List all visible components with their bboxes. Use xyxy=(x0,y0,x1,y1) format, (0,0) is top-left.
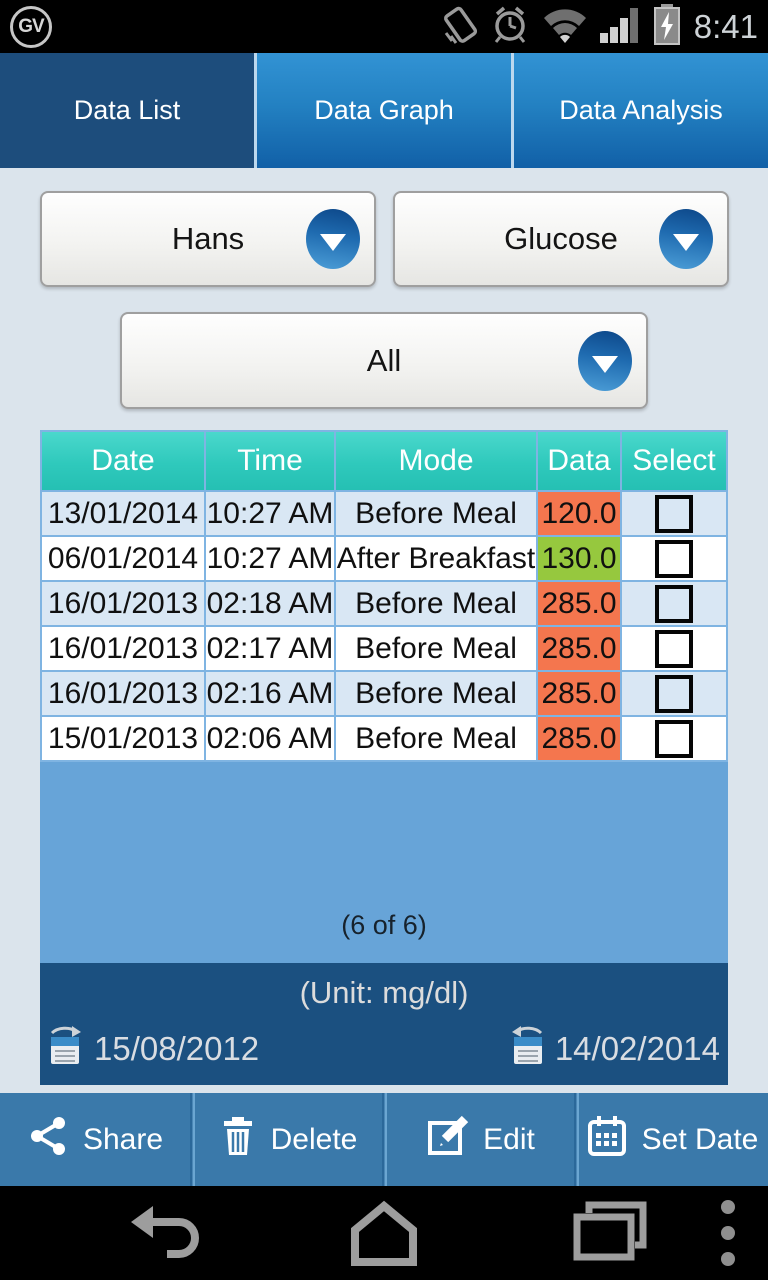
chevron-down-icon[interactable] xyxy=(578,330,632,391)
status-bar: GV xyxy=(0,0,768,53)
cell-value: 285.0 xyxy=(538,582,620,625)
delete-button[interactable]: Delete xyxy=(190,1093,384,1186)
tab-bar: Data List Data Graph Data Analysis xyxy=(0,53,768,168)
cell-value: 285.0 xyxy=(538,627,620,670)
calendar-arrow-right-icon xyxy=(48,1023,84,1075)
cell-value: 285.0 xyxy=(538,672,620,715)
set-date-button-label: Set Date xyxy=(641,1122,759,1156)
tab-data-list[interactable]: Data List xyxy=(0,53,254,168)
cell-value: 130.0 xyxy=(538,537,620,580)
cell-date: 15/01/2013 xyxy=(42,717,204,760)
cell-mode: Before Meal xyxy=(336,672,536,715)
start-date-value: 15/08/2012 xyxy=(94,1030,260,1067)
row-checkbox[interactable] xyxy=(655,674,693,713)
data-table: Date Time Mode Data Select 13/01/2014 10… xyxy=(40,430,728,762)
share-icon xyxy=(29,1115,69,1165)
cell-select xyxy=(622,717,726,760)
calendar-icon xyxy=(586,1114,628,1166)
cell-select xyxy=(622,672,726,715)
edit-icon xyxy=(425,1114,469,1166)
cell-value: 285.0 xyxy=(538,717,620,760)
period-dropdown-value: All xyxy=(366,342,402,378)
list-empty-area: (6 of 6) xyxy=(40,762,728,963)
pagination-label: (6 of 6) xyxy=(341,910,427,940)
cell-mode: After Breakfast xyxy=(336,537,536,580)
cell-select xyxy=(622,537,726,580)
cell-value: 120.0 xyxy=(538,492,620,535)
share-button[interactable]: Share xyxy=(0,1093,192,1186)
measurement-dropdown-value: Glucose xyxy=(504,221,618,256)
signal-icon xyxy=(598,3,644,50)
tab-data-analysis[interactable]: Data Analysis xyxy=(511,53,768,168)
calendar-arrow-left-icon xyxy=(509,1023,545,1075)
user-dropdown-value: Hans xyxy=(171,221,245,256)
row-checkbox[interactable] xyxy=(655,494,693,533)
start-date-button[interactable]: 15/08/2012 xyxy=(48,1023,259,1075)
cell-date: 06/01/2014 xyxy=(42,537,204,580)
cell-mode: Before Meal xyxy=(336,492,536,535)
share-button-label: Share xyxy=(82,1122,164,1156)
cell-mode: Before Meal xyxy=(336,582,536,625)
edit-button[interactable]: Edit xyxy=(382,1093,576,1186)
status-icons: 8:41 xyxy=(440,2,758,51)
status-clock: 8:41 xyxy=(693,7,758,45)
tab-data-analysis-label: Data Analysis xyxy=(559,95,723,125)
bottom-toolbar: Share Delete xyxy=(0,1093,768,1186)
cell-mode: Before Meal xyxy=(336,717,536,760)
cell-select xyxy=(622,582,726,625)
cell-date: 16/01/2013 xyxy=(42,582,204,625)
cell-select xyxy=(622,492,726,535)
row-checkbox[interactable] xyxy=(655,539,693,578)
user-dropdown[interactable]: Hans xyxy=(40,191,376,287)
cell-date: 16/01/2013 xyxy=(42,672,204,715)
recents-icon[interactable] xyxy=(565,1186,655,1280)
tab-data-graph[interactable]: Data Graph xyxy=(254,53,511,168)
back-icon[interactable] xyxy=(120,1186,210,1280)
range-footer: (Unit: mg/dl) 15/08/2012 xyxy=(40,963,728,1085)
tab-data-graph-label: Data Graph xyxy=(314,95,454,125)
alarm-icon xyxy=(488,2,532,51)
android-nav-bar xyxy=(0,1186,768,1280)
column-header-data: Data xyxy=(538,432,620,490)
cell-date: 16/01/2013 xyxy=(42,627,204,670)
delete-button-label: Delete xyxy=(270,1122,358,1156)
cell-date: 13/01/2014 xyxy=(42,492,204,535)
chevron-down-icon[interactable] xyxy=(306,209,360,269)
trash-icon xyxy=(219,1115,257,1165)
cell-mode: Before Meal xyxy=(336,627,536,670)
cell-time: 10:27 AM xyxy=(206,492,334,535)
tab-data-list-label: Data List xyxy=(73,95,181,125)
gv-app-badge-icon: GV xyxy=(10,5,52,48)
row-checkbox[interactable] xyxy=(655,719,693,758)
unit-label: (Unit: mg/dl) xyxy=(299,975,469,1010)
period-dropdown[interactable]: All xyxy=(120,312,648,409)
edit-button-label: Edit xyxy=(483,1122,535,1156)
set-date-button[interactable]: Set Date xyxy=(574,1093,768,1186)
vibrate-icon xyxy=(440,3,480,50)
cell-time: 10:27 AM xyxy=(206,537,334,580)
wifi-icon xyxy=(540,4,590,49)
cell-time: 02:17 AM xyxy=(206,627,334,670)
column-header-mode: Mode xyxy=(336,432,536,490)
chevron-down-icon[interactable] xyxy=(659,209,713,269)
row-checkbox[interactable] xyxy=(655,584,693,623)
measurement-dropdown[interactable]: Glucose xyxy=(393,191,729,287)
overflow-icon[interactable] xyxy=(700,1186,756,1280)
column-header-time: Time xyxy=(206,432,334,490)
column-header-date: Date xyxy=(42,432,204,490)
home-icon[interactable] xyxy=(339,1186,429,1280)
row-checkbox[interactable] xyxy=(655,629,693,668)
battery-charging-icon xyxy=(652,2,682,51)
date-range-row: 15/08/2012 14/02/2014 xyxy=(48,1023,720,1075)
cell-time: 02:06 AM xyxy=(206,717,334,760)
end-date-button[interactable]: 14/02/2014 xyxy=(509,1023,720,1075)
column-header-select: Select xyxy=(622,432,726,490)
cell-select xyxy=(622,627,726,670)
end-date-value: 14/02/2014 xyxy=(554,1030,720,1067)
cell-time: 02:16 AM xyxy=(206,672,334,715)
cell-time: 02:18 AM xyxy=(206,582,334,625)
